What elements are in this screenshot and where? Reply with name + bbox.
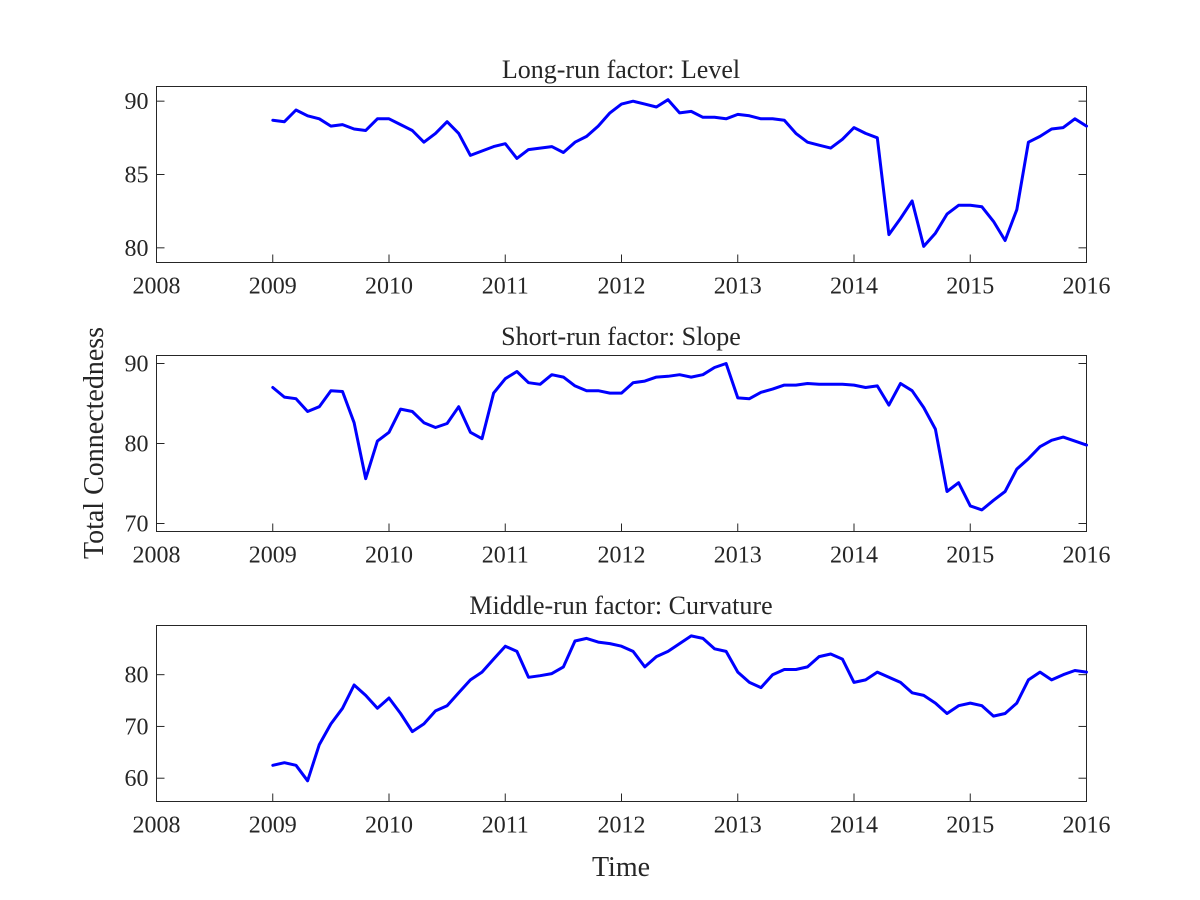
x-tick-label: 2008 xyxy=(133,274,181,300)
y-tick-label: 60 xyxy=(125,766,149,792)
x-tick-label: 2010 xyxy=(365,543,413,569)
ticks-level: 2008 2009 2010 2011 2012 2013 2014 2015 2016 80 85… xyxy=(125,89,1111,299)
y-tick-label: 70 xyxy=(125,512,149,538)
ticks-slope: 2008 2009 2010 2011 2012 2013 2014 2015 2016 70 80… xyxy=(125,352,1111,569)
ticks-curvature: 2008 2009 2010 2011 2012 2013 2014 2015 2016 60 70… xyxy=(125,663,1111,839)
x-tick-label: 2009 xyxy=(249,543,297,569)
x-tick-label: 2012 xyxy=(598,813,646,839)
x-tick-label: 2015 xyxy=(946,813,994,839)
x-tick-label: 2012 xyxy=(598,543,646,569)
x-tick-label: 2010 xyxy=(365,813,413,839)
y-tick-label: 90 xyxy=(125,89,149,115)
panel-level: Long-run factor: Level 2008 2009 2010 2011 2… xyxy=(125,55,1111,300)
panel-title-curvature: Middle-run factor: Curvature xyxy=(469,591,772,620)
x-tick-label: 2014 xyxy=(830,274,878,300)
x-tick-label: 2016 xyxy=(1063,543,1111,569)
plot-frame-slope xyxy=(156,355,1087,532)
x-tick-label: 2015 xyxy=(946,274,994,300)
x-tick-label: 2012 xyxy=(598,274,646,300)
x-tick-label: 2010 xyxy=(365,274,413,300)
panel-title-slope: Short-run factor: Slope xyxy=(501,322,741,351)
x-tick-label: 2013 xyxy=(714,543,762,569)
x-tick-label: 2008 xyxy=(133,543,181,569)
x-tick-label: 2009 xyxy=(249,813,297,839)
y-axis-label: Total Connectedness xyxy=(79,327,110,559)
x-tick-label: 2015 xyxy=(946,543,994,569)
y-tick-label: 80 xyxy=(125,663,149,689)
y-tick-label: 85 xyxy=(125,163,149,189)
series-line-level xyxy=(271,98,1088,248)
y-tick-label: 80 xyxy=(125,432,149,458)
series-line-curvature xyxy=(271,634,1088,783)
y-tick-label: 90 xyxy=(125,352,149,378)
x-tick-label: 2016 xyxy=(1063,813,1111,839)
x-tick-label: 2011 xyxy=(482,543,529,569)
panel-slope: Short-run factor: Slope 2008 2009 2010 2011… xyxy=(125,322,1111,569)
x-tick-label: 2016 xyxy=(1063,274,1111,300)
x-tick-label: 2009 xyxy=(249,274,297,300)
x-tick-label: 2013 xyxy=(714,813,762,839)
x-tick-label: 2011 xyxy=(482,274,529,300)
x-tick-label: 2014 xyxy=(830,543,878,569)
panel-curvature: Middle-run factor: Curvature 2008 2009 201… xyxy=(125,591,1111,839)
x-tick-label: 2008 xyxy=(133,813,181,839)
panel-title-level: Long-run factor: Level xyxy=(502,55,740,84)
plot-frame-level xyxy=(156,86,1087,263)
y-tick-label: 70 xyxy=(125,714,149,740)
series-line-slope xyxy=(271,362,1088,512)
x-tick-label: 2011 xyxy=(482,813,529,839)
y-tick-label: 80 xyxy=(125,236,149,262)
x-tick-label: 2013 xyxy=(714,274,762,300)
x-tick-label: 2014 xyxy=(830,813,878,839)
x-axis-label: Time xyxy=(592,852,650,883)
